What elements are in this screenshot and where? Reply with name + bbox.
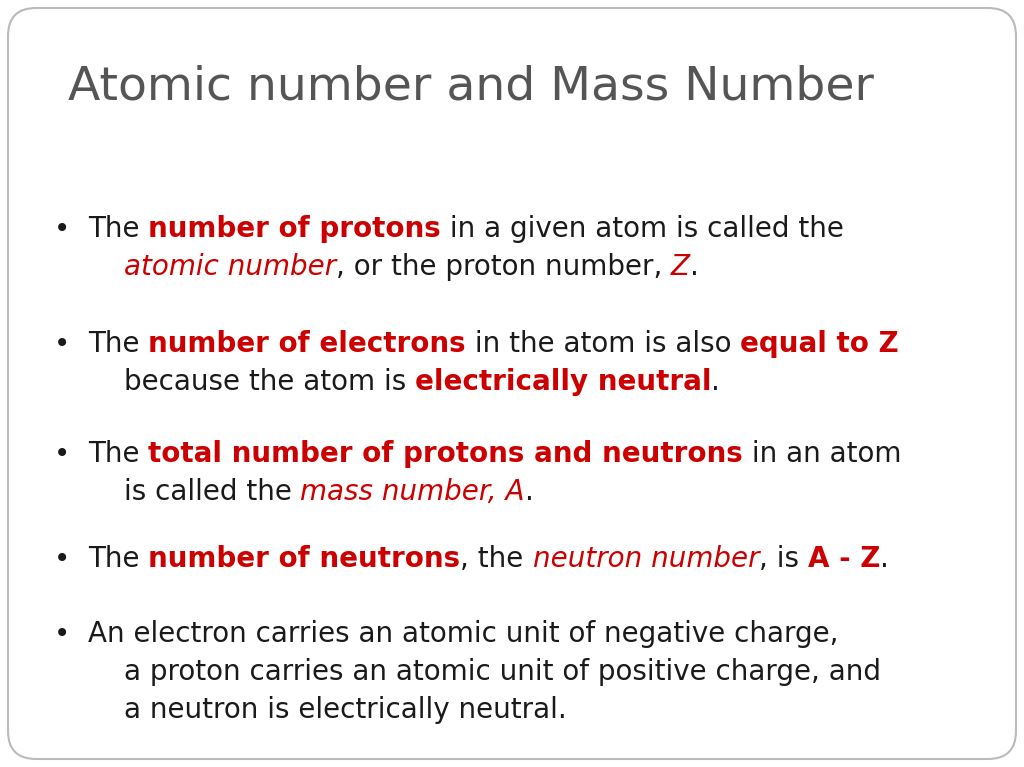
Text: The: The — [88, 545, 148, 573]
Text: •: • — [54, 545, 70, 573]
Text: The: The — [88, 440, 148, 468]
FancyBboxPatch shape — [8, 8, 1016, 759]
Text: is called the: is called the — [124, 478, 300, 506]
Text: equal to Z: equal to Z — [740, 330, 899, 358]
Text: .: . — [524, 478, 534, 506]
Text: An electron carries an atomic unit of negative charge,: An electron carries an atomic unit of ne… — [88, 620, 839, 648]
Text: atomic number: atomic number — [124, 253, 336, 281]
Text: •: • — [54, 620, 70, 648]
Text: in the atom is also: in the atom is also — [466, 330, 740, 358]
Text: number of protons: number of protons — [148, 215, 441, 243]
Text: a neutron is electrically neutral.: a neutron is electrically neutral. — [124, 696, 566, 724]
Text: A - Z: A - Z — [808, 545, 881, 573]
Text: , or the proton number,: , or the proton number, — [336, 253, 671, 281]
Text: , the: , the — [461, 545, 532, 573]
Text: Atomic number and Mass Number: Atomic number and Mass Number — [68, 65, 874, 110]
Text: total number of protons and neutrons: total number of protons and neutrons — [148, 440, 743, 468]
Text: The: The — [88, 330, 148, 358]
Text: •: • — [54, 215, 70, 243]
Text: .: . — [690, 253, 698, 281]
Text: mass number, A: mass number, A — [300, 478, 524, 506]
Text: number of neutrons: number of neutrons — [148, 545, 461, 573]
Text: because the atom is: because the atom is — [124, 368, 415, 396]
Text: number of electrons: number of electrons — [148, 330, 466, 358]
Text: .: . — [711, 368, 720, 396]
Text: Z: Z — [671, 253, 690, 281]
Text: a proton carries an atomic unit of positive charge, and: a proton carries an atomic unit of posit… — [124, 658, 881, 686]
Text: •: • — [54, 330, 70, 358]
Text: .: . — [881, 545, 889, 573]
Text: , is: , is — [759, 545, 808, 573]
Text: electrically neutral: electrically neutral — [415, 368, 711, 396]
Text: •: • — [54, 440, 70, 468]
Text: neutron number: neutron number — [532, 545, 759, 573]
Text: The: The — [88, 215, 148, 243]
Text: in a given atom is called the: in a given atom is called the — [441, 215, 844, 243]
Text: in an atom: in an atom — [743, 440, 901, 468]
